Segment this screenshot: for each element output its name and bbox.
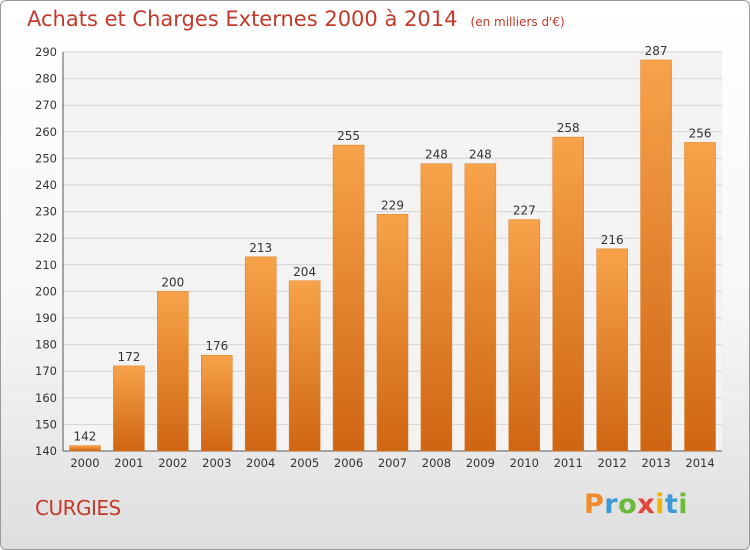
bar-2000 <box>69 445 101 452</box>
y-tick-label: 170 <box>35 364 57 378</box>
y-tick-label: 250 <box>35 151 57 165</box>
y-tick-label: 140 <box>35 444 57 458</box>
logo-letter: r <box>604 489 619 520</box>
bar-2001 <box>113 365 145 452</box>
title-row: Achats et Charges Externes 2000 à 2014 (… <box>27 7 565 31</box>
x-tick-label: 2000 <box>70 456 99 470</box>
x-tick-label: 2012 <box>598 456 627 470</box>
y-tick-label: 190 <box>35 311 57 325</box>
logo-letter: t <box>664 489 679 520</box>
x-tick-label: 2005 <box>290 456 319 470</box>
x-tick-label: 2007 <box>378 456 407 470</box>
x-tick-label: 2009 <box>466 456 495 470</box>
bar-2010 <box>508 219 541 452</box>
x-tick-label: 2006 <box>334 456 363 470</box>
data-label-2011: 258 <box>557 121 580 135</box>
y-tick-label: 290 <box>35 45 57 59</box>
y-tick-label: 200 <box>35 284 57 298</box>
x-tick-label: 2001 <box>114 456 143 470</box>
x-tick-label: 2014 <box>685 456 714 470</box>
y-tick-label: 210 <box>35 258 57 272</box>
data-label-2010: 227 <box>513 204 536 218</box>
data-label-2006: 255 <box>337 129 360 143</box>
x-tick-label: 2008 <box>422 456 451 470</box>
x-tick-label: 2002 <box>158 456 187 470</box>
chart-subtitle: (en milliers d'€) <box>470 15 565 29</box>
y-tick-label: 180 <box>35 338 57 352</box>
data-label-2009: 248 <box>469 148 492 162</box>
logo-letter: i <box>678 489 689 520</box>
bar-2004 <box>244 256 277 452</box>
bar-2002 <box>157 291 189 452</box>
bar-2012 <box>596 248 628 452</box>
data-label-2007: 229 <box>381 198 404 212</box>
bar-2003 <box>201 354 233 452</box>
bar-2011 <box>552 136 584 452</box>
data-label-2004: 213 <box>249 241 272 255</box>
data-label-2008: 248 <box>425 148 448 162</box>
x-tick-label: 2010 <box>510 456 539 470</box>
y-tick-label: 230 <box>35 205 57 219</box>
y-tick-label: 280 <box>35 72 57 86</box>
bar-2006 <box>332 144 365 452</box>
x-tick-label: 2004 <box>246 456 275 470</box>
y-tick-label: 270 <box>35 98 57 112</box>
logo-letter: i <box>655 489 665 520</box>
data-label-2013: 287 <box>645 44 668 58</box>
bar-2009 <box>464 163 497 452</box>
data-label-2003: 176 <box>205 339 228 353</box>
bar-2007 <box>376 214 409 452</box>
data-label-2014: 256 <box>689 126 712 140</box>
y-tick-label: 220 <box>35 231 57 245</box>
x-tick-label: 2013 <box>641 456 670 470</box>
data-label-2001: 172 <box>117 350 140 364</box>
chart-title: Achats et Charges Externes 2000 à 2014 <box>27 7 458 31</box>
data-label-2005: 204 <box>293 265 316 279</box>
x-tick-label: 2011 <box>554 456 583 470</box>
data-label-2002: 200 <box>161 275 184 289</box>
bar-2014 <box>684 142 716 452</box>
y-tick-label: 150 <box>35 417 57 431</box>
y-tick-label: 240 <box>35 178 57 192</box>
bar-2013 <box>640 59 672 452</box>
data-label-2000: 142 <box>74 430 97 444</box>
y-tick-label: 160 <box>35 391 57 405</box>
proxiti-logo: Proxiti <box>584 489 688 520</box>
place-name: CURGIES <box>35 496 121 520</box>
logo-letter: P <box>584 489 605 520</box>
y-tick-label: 260 <box>35 125 57 139</box>
bar-2005 <box>288 280 321 452</box>
logo-letter: o <box>618 489 638 520</box>
logo-letter: x <box>637 489 656 520</box>
x-tick-label: 2003 <box>202 456 231 470</box>
data-label-2012: 216 <box>601 233 624 247</box>
bar-2008 <box>420 163 453 452</box>
